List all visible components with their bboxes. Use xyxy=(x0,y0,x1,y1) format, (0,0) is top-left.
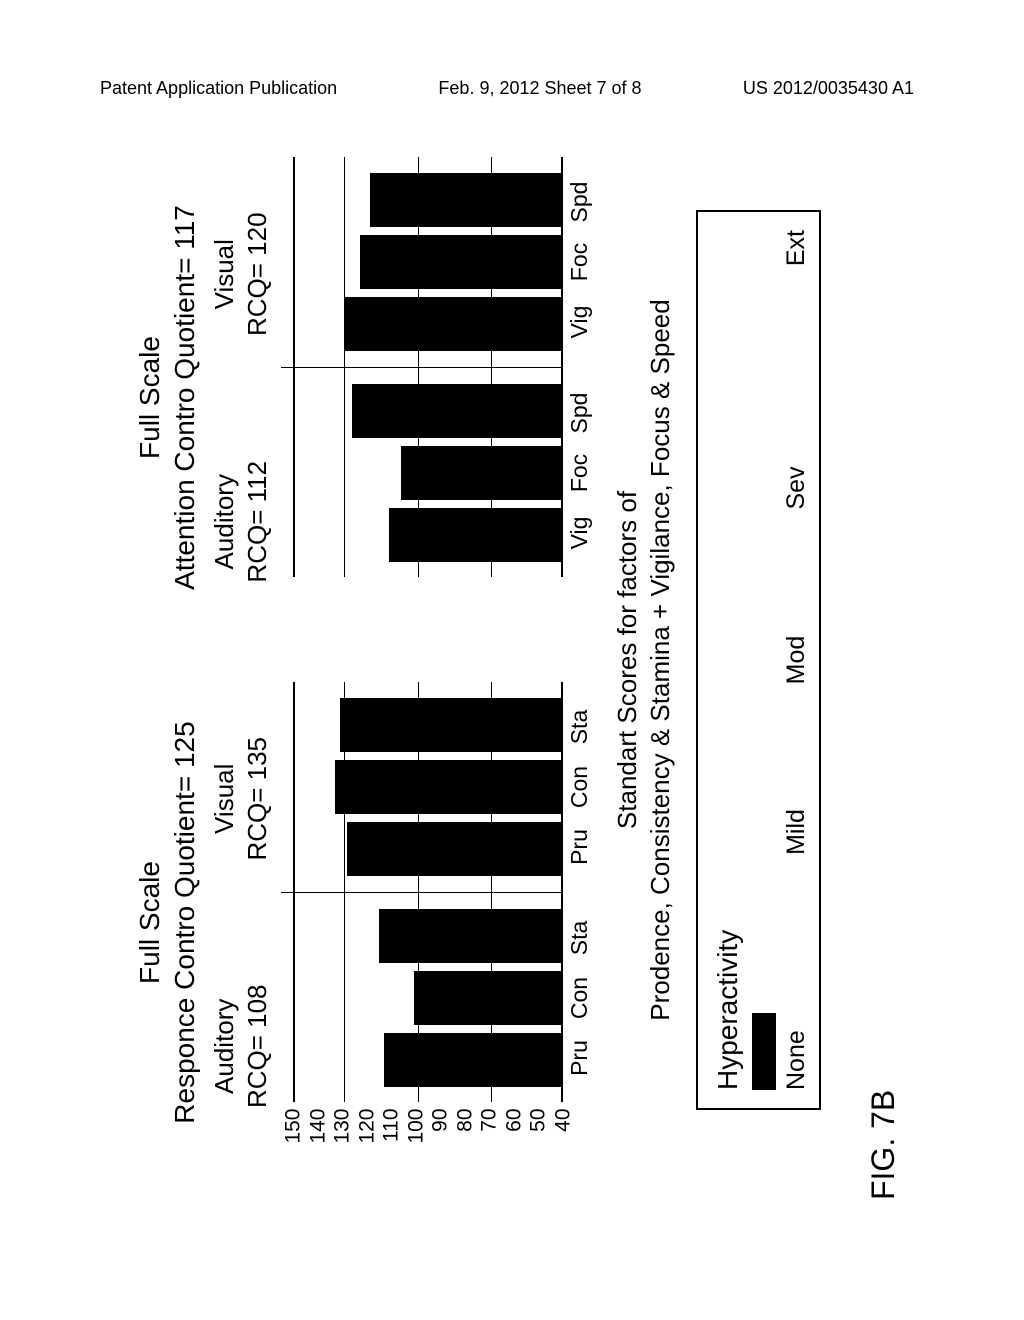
y-tick-label: 80 xyxy=(454,1109,475,1163)
figure-label: FIG. 7B xyxy=(865,1090,902,1200)
x-tick-label: Spd xyxy=(566,175,593,229)
header-center: Feb. 9, 2012 Sheet 7 of 8 xyxy=(438,78,641,99)
header-right: US 2012/0035430 A1 xyxy=(743,78,914,99)
bar xyxy=(335,760,561,814)
panel-sub-col: AuditoryRCQ= 112 xyxy=(208,461,273,583)
bar-group xyxy=(335,683,561,892)
x-axis-group: Vig Foc Spd xyxy=(566,369,593,578)
x-axis-group: Pru Con Sta xyxy=(566,894,593,1103)
x-axis: Pru Con Sta Pru Con Sta xyxy=(566,683,593,1103)
bars-container xyxy=(295,158,561,578)
group-divider xyxy=(281,367,561,369)
y-tick-label: 120 xyxy=(356,1109,377,1163)
y-tick-label: 100 xyxy=(405,1109,426,1163)
x-tick-label: Pru xyxy=(566,1031,593,1085)
bar xyxy=(340,698,561,752)
header-left: Patent Application Publication xyxy=(100,78,337,99)
hyperactivity-box: Hyperactivity NoneMildModSevExt xyxy=(696,210,821,1110)
x-axis: Vig Foc Spd Vig Foc Spd xyxy=(566,158,593,578)
bar-group xyxy=(345,158,561,367)
bar xyxy=(414,971,561,1025)
sub-value: RCQ= 135 xyxy=(241,737,274,861)
panel-sub-row: AuditoryRCQ= 108 VisualRCQ= 135 xyxy=(208,675,273,1170)
sub-label: Auditory xyxy=(208,984,241,1108)
panel-title: Full ScaleAttention Contro Quotient= 117 xyxy=(132,205,202,590)
bar xyxy=(347,822,561,876)
chart-panel: Full ScaleResponce Contro Quotient= 125A… xyxy=(132,675,593,1170)
chart-plot-inner xyxy=(293,683,563,1103)
panel-title-line: Full Scale xyxy=(132,205,167,590)
chart-panels: Full ScaleResponce Contro Quotient= 125A… xyxy=(132,130,593,1190)
x-axis-group: Vig Foc Spd xyxy=(566,158,593,367)
bar xyxy=(345,297,561,351)
hyperactivity-scale: NoneMildModSevExt xyxy=(782,230,811,1090)
bar-group xyxy=(379,894,561,1103)
sub-value: RCQ= 112 xyxy=(241,461,274,583)
x-tick-label: Sta xyxy=(566,911,593,965)
panel-title-line: Full Scale xyxy=(132,721,167,1123)
panel-title-line: Responce Contro Quotient= 125 xyxy=(167,721,202,1123)
bars-container xyxy=(295,683,561,1103)
sub-value: RCQ= 120 xyxy=(241,212,274,336)
x-tick-label: Vig xyxy=(566,506,593,560)
hyperactivity-scale-label: Ext xyxy=(782,230,811,402)
panel-sub-col: VisualRCQ= 120 xyxy=(208,212,273,336)
panel-sub-col: AuditoryRCQ= 108 xyxy=(208,984,273,1108)
chart-caption: Standart Scores for factors of Prodence,… xyxy=(611,130,676,1190)
panel-sub-row: AuditoryRCQ= 112 VisualRCQ= 120 xyxy=(208,150,273,645)
x-tick-label: Con xyxy=(566,971,593,1025)
y-tick-label: 40 xyxy=(553,1109,574,1163)
x-tick-label: Con xyxy=(566,760,593,814)
sub-value: RCQ= 108 xyxy=(241,984,274,1108)
y-tick-label: 50 xyxy=(528,1109,549,1163)
y-tick-label: 140 xyxy=(307,1109,328,1163)
chart-plot xyxy=(293,683,563,1103)
hyperactivity-bar xyxy=(752,1013,776,1090)
caption-line-1: Standart Scores for factors of xyxy=(611,170,644,1150)
y-tick-label: 110 xyxy=(381,1109,402,1163)
hyperactivity-scale-label: None xyxy=(782,918,811,1090)
figure-rotated: Full ScaleResponce Contro Quotient= 125A… xyxy=(132,130,892,1190)
x-tick-label: Spd xyxy=(566,386,593,440)
sub-label: Visual xyxy=(208,212,241,336)
y-tick-label: 60 xyxy=(503,1109,524,1163)
chart-plot-inner xyxy=(293,158,563,578)
panel-title: Full ScaleResponce Contro Quotient= 125 xyxy=(132,721,202,1123)
sub-label: Visual xyxy=(208,737,241,861)
x-tick-label: Vig xyxy=(566,295,593,349)
bar xyxy=(389,508,561,562)
bar xyxy=(360,235,561,289)
x-tick-label: Pru xyxy=(566,820,593,874)
bar-group xyxy=(352,369,561,578)
sub-label: Auditory xyxy=(208,461,241,583)
y-tick-label: 150 xyxy=(283,1109,304,1163)
x-tick-label: Sta xyxy=(566,700,593,754)
x-tick-label: Foc xyxy=(566,446,593,500)
chart-plot xyxy=(293,158,563,578)
bar xyxy=(379,909,561,963)
hyperactivity-title: Hyperactivity xyxy=(712,230,744,1090)
hyperactivity-scale-label: Mod xyxy=(782,574,811,746)
bar-chart: 150140130120110100908070605040PruConStaP… xyxy=(293,683,593,1163)
y-tick-label: 130 xyxy=(332,1109,353,1163)
page-header: Patent Application Publication Feb. 9, 2… xyxy=(0,78,1024,99)
hyperactivity-scale-label: Sev xyxy=(782,402,811,574)
y-axis-ticks: 150140130120110100908070605040 xyxy=(293,1105,563,1163)
x-tick-label: Foc xyxy=(566,235,593,289)
bar xyxy=(384,1033,561,1087)
group-divider xyxy=(281,892,561,894)
bar xyxy=(370,173,561,227)
y-tick-label: 70 xyxy=(479,1109,500,1163)
panel-sub-col: VisualRCQ= 135 xyxy=(208,737,273,861)
bar xyxy=(352,384,561,438)
chart-panel: Full ScaleAttention Contro Quotient= 117… xyxy=(132,150,593,645)
hyperactivity-bar-track xyxy=(750,230,778,1090)
caption-line-2: Prodence, Consistency & Stamina + Vigila… xyxy=(644,170,677,1150)
bar-chart: Vig Foc Spd Vig Foc Spd xyxy=(293,158,593,638)
panel-title-line: Attention Contro Quotient= 117 xyxy=(167,205,202,590)
y-tick-label: 90 xyxy=(430,1109,451,1163)
x-axis-group: Pru Con Sta xyxy=(566,683,593,892)
bar xyxy=(401,446,561,500)
hyperactivity-scale-label: Mild xyxy=(782,746,811,918)
